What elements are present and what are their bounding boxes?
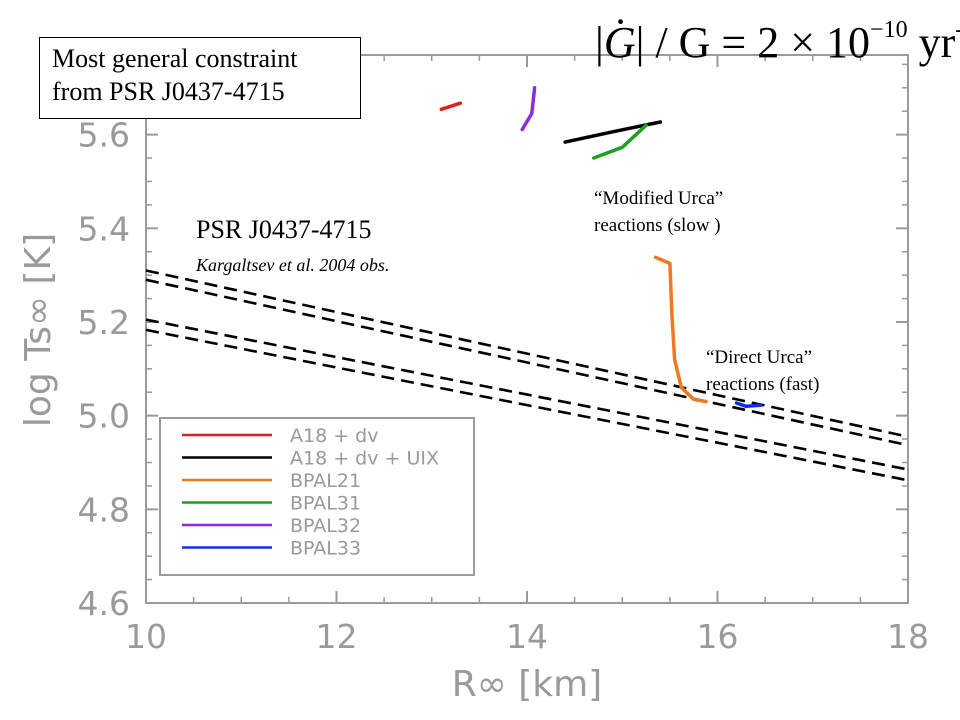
constraint-box: Most general constraint from PSR J0437-4… [39,37,361,119]
observation-band-line [145,328,909,482]
series-line [520,86,537,132]
x-tick-label: 16 [697,617,739,656]
series-line [439,101,463,112]
pulsar-reference-label: Kargaltsev et al. 2004 obs. [196,255,390,275]
gdot-formula: |G| / G = 2 × 10−10 yr-1 [595,0,960,73]
x-tick-label: 14 [506,617,548,656]
x-axis-title: R∞ [km] [452,664,602,705]
y-tick-label: 5.2 [78,303,130,342]
direct-urca-line-1: “Direct Urca” [706,347,813,368]
y-axis-title: log Ts∞ [K] [18,233,59,427]
pulsar-name-label: PSR J0437-4715 [196,215,372,244]
modified-urca-line-2: reactions (slow ) [594,215,721,236]
legend-label: A18 + dv + UIX [290,448,439,470]
series-line [653,255,708,404]
legend-label: BPAL32 [290,515,361,537]
y-tick-label: 5.0 [78,397,130,436]
constraint-line-1: Most general constraint [52,44,298,73]
observation-band-line [145,318,909,471]
x-tick-label: 10 [125,617,167,656]
observation-band-line [145,269,909,438]
modified-urca-line-1: “Modified Urca” [594,188,724,209]
g-dot-symbol: G [604,18,636,67]
y-tick-label: 4.6 [78,584,130,623]
x-tick-label: 12 [316,617,358,656]
direct-urca-label: “Direct Urca” reactions (fast) [706,344,819,398]
x-tick-label: 18 [887,617,929,656]
legend-label: BPAL33 [290,538,361,560]
y-tick-label: 4.8 [78,490,130,529]
legend-box [159,417,475,576]
legend-label: A18 + dv [290,425,378,447]
y-tick-label: 5.6 [78,116,130,155]
direct-urca-line-2: reactions (fast) [706,374,820,395]
series-line [734,401,763,409]
modified-urca-label: “Modified Urca” reactions (slow ) [594,185,723,239]
y-tick-label: 5.4 [78,209,130,248]
series-line [591,123,648,160]
observation-band-line [145,278,909,447]
legend-label: BPAL31 [290,493,361,515]
legend-label: BPAL21 [290,470,361,492]
constraint-line-2: from PSR J0437-4715 [52,77,285,106]
